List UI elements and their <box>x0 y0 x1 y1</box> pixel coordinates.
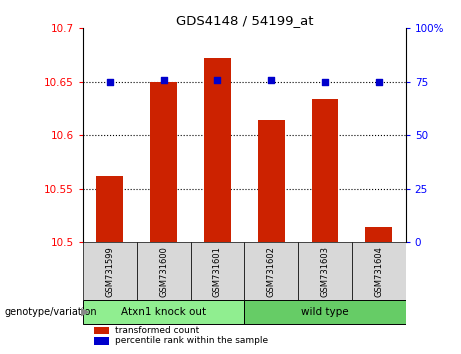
Bar <box>96 176 123 242</box>
Bar <box>150 82 177 242</box>
Text: GSM731603: GSM731603 <box>320 246 330 297</box>
Text: transformed count: transformed count <box>115 326 200 335</box>
Bar <box>258 120 284 242</box>
Bar <box>83 242 137 300</box>
Text: GSM731600: GSM731600 <box>159 246 168 297</box>
Text: GSM731601: GSM731601 <box>213 246 222 297</box>
Point <box>214 77 221 82</box>
Text: wild type: wild type <box>301 307 349 317</box>
Bar <box>83 300 244 324</box>
Point <box>267 77 275 82</box>
Point <box>160 77 167 82</box>
Text: genotype/variation: genotype/variation <box>5 307 97 317</box>
Point <box>106 79 113 85</box>
Bar <box>352 242 406 300</box>
Text: GSM731604: GSM731604 <box>374 246 383 297</box>
Title: GDS4148 / 54199_at: GDS4148 / 54199_at <box>176 14 313 27</box>
Point <box>375 79 383 85</box>
Text: Atxn1 knock out: Atxn1 knock out <box>121 307 206 317</box>
Bar <box>94 337 109 344</box>
Bar <box>137 242 190 300</box>
Text: GSM731602: GSM731602 <box>267 246 276 297</box>
Text: GSM731599: GSM731599 <box>106 246 114 297</box>
Point <box>321 79 329 85</box>
Bar <box>298 242 352 300</box>
Bar <box>365 227 392 242</box>
Bar <box>244 242 298 300</box>
Bar <box>204 58 231 242</box>
Bar <box>312 99 338 242</box>
Bar <box>244 300 406 324</box>
Bar <box>94 327 109 334</box>
Bar <box>190 242 244 300</box>
Text: ▶: ▶ <box>81 307 89 317</box>
Text: percentile rank within the sample: percentile rank within the sample <box>115 336 268 346</box>
